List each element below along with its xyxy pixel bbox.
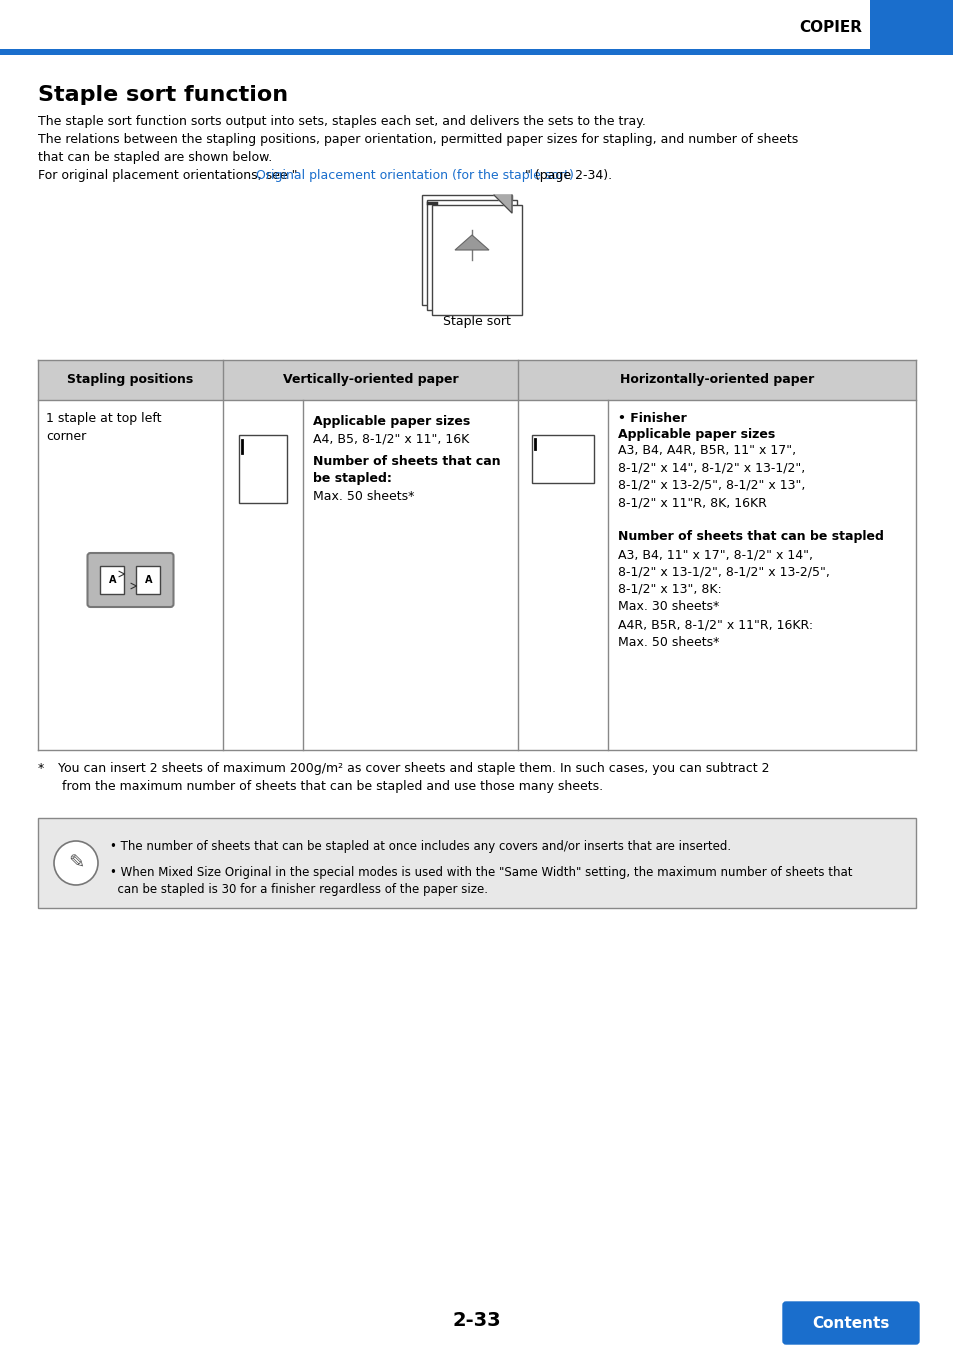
Text: *: * <box>38 762 44 775</box>
Text: • When Mixed Size Original in the special modes is used with the "Same Width" se: • When Mixed Size Original in the specia… <box>110 866 852 896</box>
Text: 2-33: 2-33 <box>453 1310 500 1329</box>
Bar <box>136 566 160 594</box>
FancyBboxPatch shape <box>88 553 173 607</box>
Polygon shape <box>455 235 489 250</box>
Text: You can insert 2 sheets of maximum 200g/m² as cover sheets and staple them. In s: You can insert 2 sheets of maximum 200g/… <box>50 762 769 793</box>
Bar <box>532 435 594 484</box>
Text: Original placement orientation (for the staple sort): Original placement orientation (for the … <box>255 169 573 182</box>
Text: For original placement orientations, see ": For original placement orientations, see… <box>38 169 297 182</box>
Text: Applicable paper sizes: Applicable paper sizes <box>313 415 470 428</box>
Text: Horizontally-oriented paper: Horizontally-oriented paper <box>619 373 813 386</box>
Bar <box>432 205 521 315</box>
Text: A4, B5, 8-1/2" x 11", 16K: A4, B5, 8-1/2" x 11", 16K <box>313 434 469 446</box>
Text: Staple sort: Staple sort <box>442 315 511 328</box>
Bar <box>421 195 512 305</box>
Text: Contents: Contents <box>811 1316 889 1331</box>
Text: Stapling positions: Stapling positions <box>68 373 193 386</box>
Bar <box>38 817 915 908</box>
Text: ✎: ✎ <box>68 854 84 873</box>
Text: Number of sheets that can be stapled: Number of sheets that can be stapled <box>618 530 882 543</box>
Bar <box>239 435 287 503</box>
Text: A3, B4, 11" x 17", 8-1/2" x 14",
8-1/2" x 13-1/2", 8-1/2" x 13-2/5",
8-1/2" x 13: A3, B4, 11" x 17", 8-1/2" x 14", 8-1/2" … <box>618 549 829 648</box>
Text: • The number of sheets that can be stapled at once includes any covers and/or in: • The number of sheets that can be stapl… <box>110 840 730 852</box>
Bar <box>38 359 915 750</box>
Text: that can be stapled are shown below.: that can be stapled are shown below. <box>38 151 272 163</box>
Bar <box>38 359 915 400</box>
Text: " (page 2-34).: " (page 2-34). <box>524 169 612 182</box>
Text: Applicable paper sizes: Applicable paper sizes <box>618 428 775 440</box>
Text: A3, B4, A4R, B5R, 11" x 17",
8-1/2" x 14", 8-1/2" x 13-1/2",
8-1/2" x 13-2/5", 8: A3, B4, A4R, B5R, 11" x 17", 8-1/2" x 14… <box>618 444 804 509</box>
Text: A: A <box>109 576 116 585</box>
Text: The relations between the stapling positions, paper orientation, permitted paper: The relations between the stapling posit… <box>38 132 798 146</box>
Text: COPIER: COPIER <box>799 19 862 35</box>
Text: The staple sort function sorts output into sets, staples each set, and delivers : The staple sort function sorts output in… <box>38 115 645 128</box>
Polygon shape <box>494 195 512 213</box>
Text: Number of sheets that can
be stapled:: Number of sheets that can be stapled: <box>313 455 500 485</box>
Circle shape <box>54 842 98 885</box>
Bar <box>427 200 517 309</box>
Bar <box>869 0 953 50</box>
Text: A: A <box>145 576 152 585</box>
Bar <box>0 49 953 55</box>
Text: Max. 50 sheets*: Max. 50 sheets* <box>313 490 414 503</box>
Text: • Finisher: • Finisher <box>618 412 686 426</box>
Bar <box>100 566 125 594</box>
Text: 1 staple at top left
corner: 1 staple at top left corner <box>46 412 161 443</box>
Text: Vertically-oriented paper: Vertically-oriented paper <box>282 373 457 386</box>
FancyBboxPatch shape <box>782 1302 918 1344</box>
Text: Staple sort function: Staple sort function <box>38 85 288 105</box>
